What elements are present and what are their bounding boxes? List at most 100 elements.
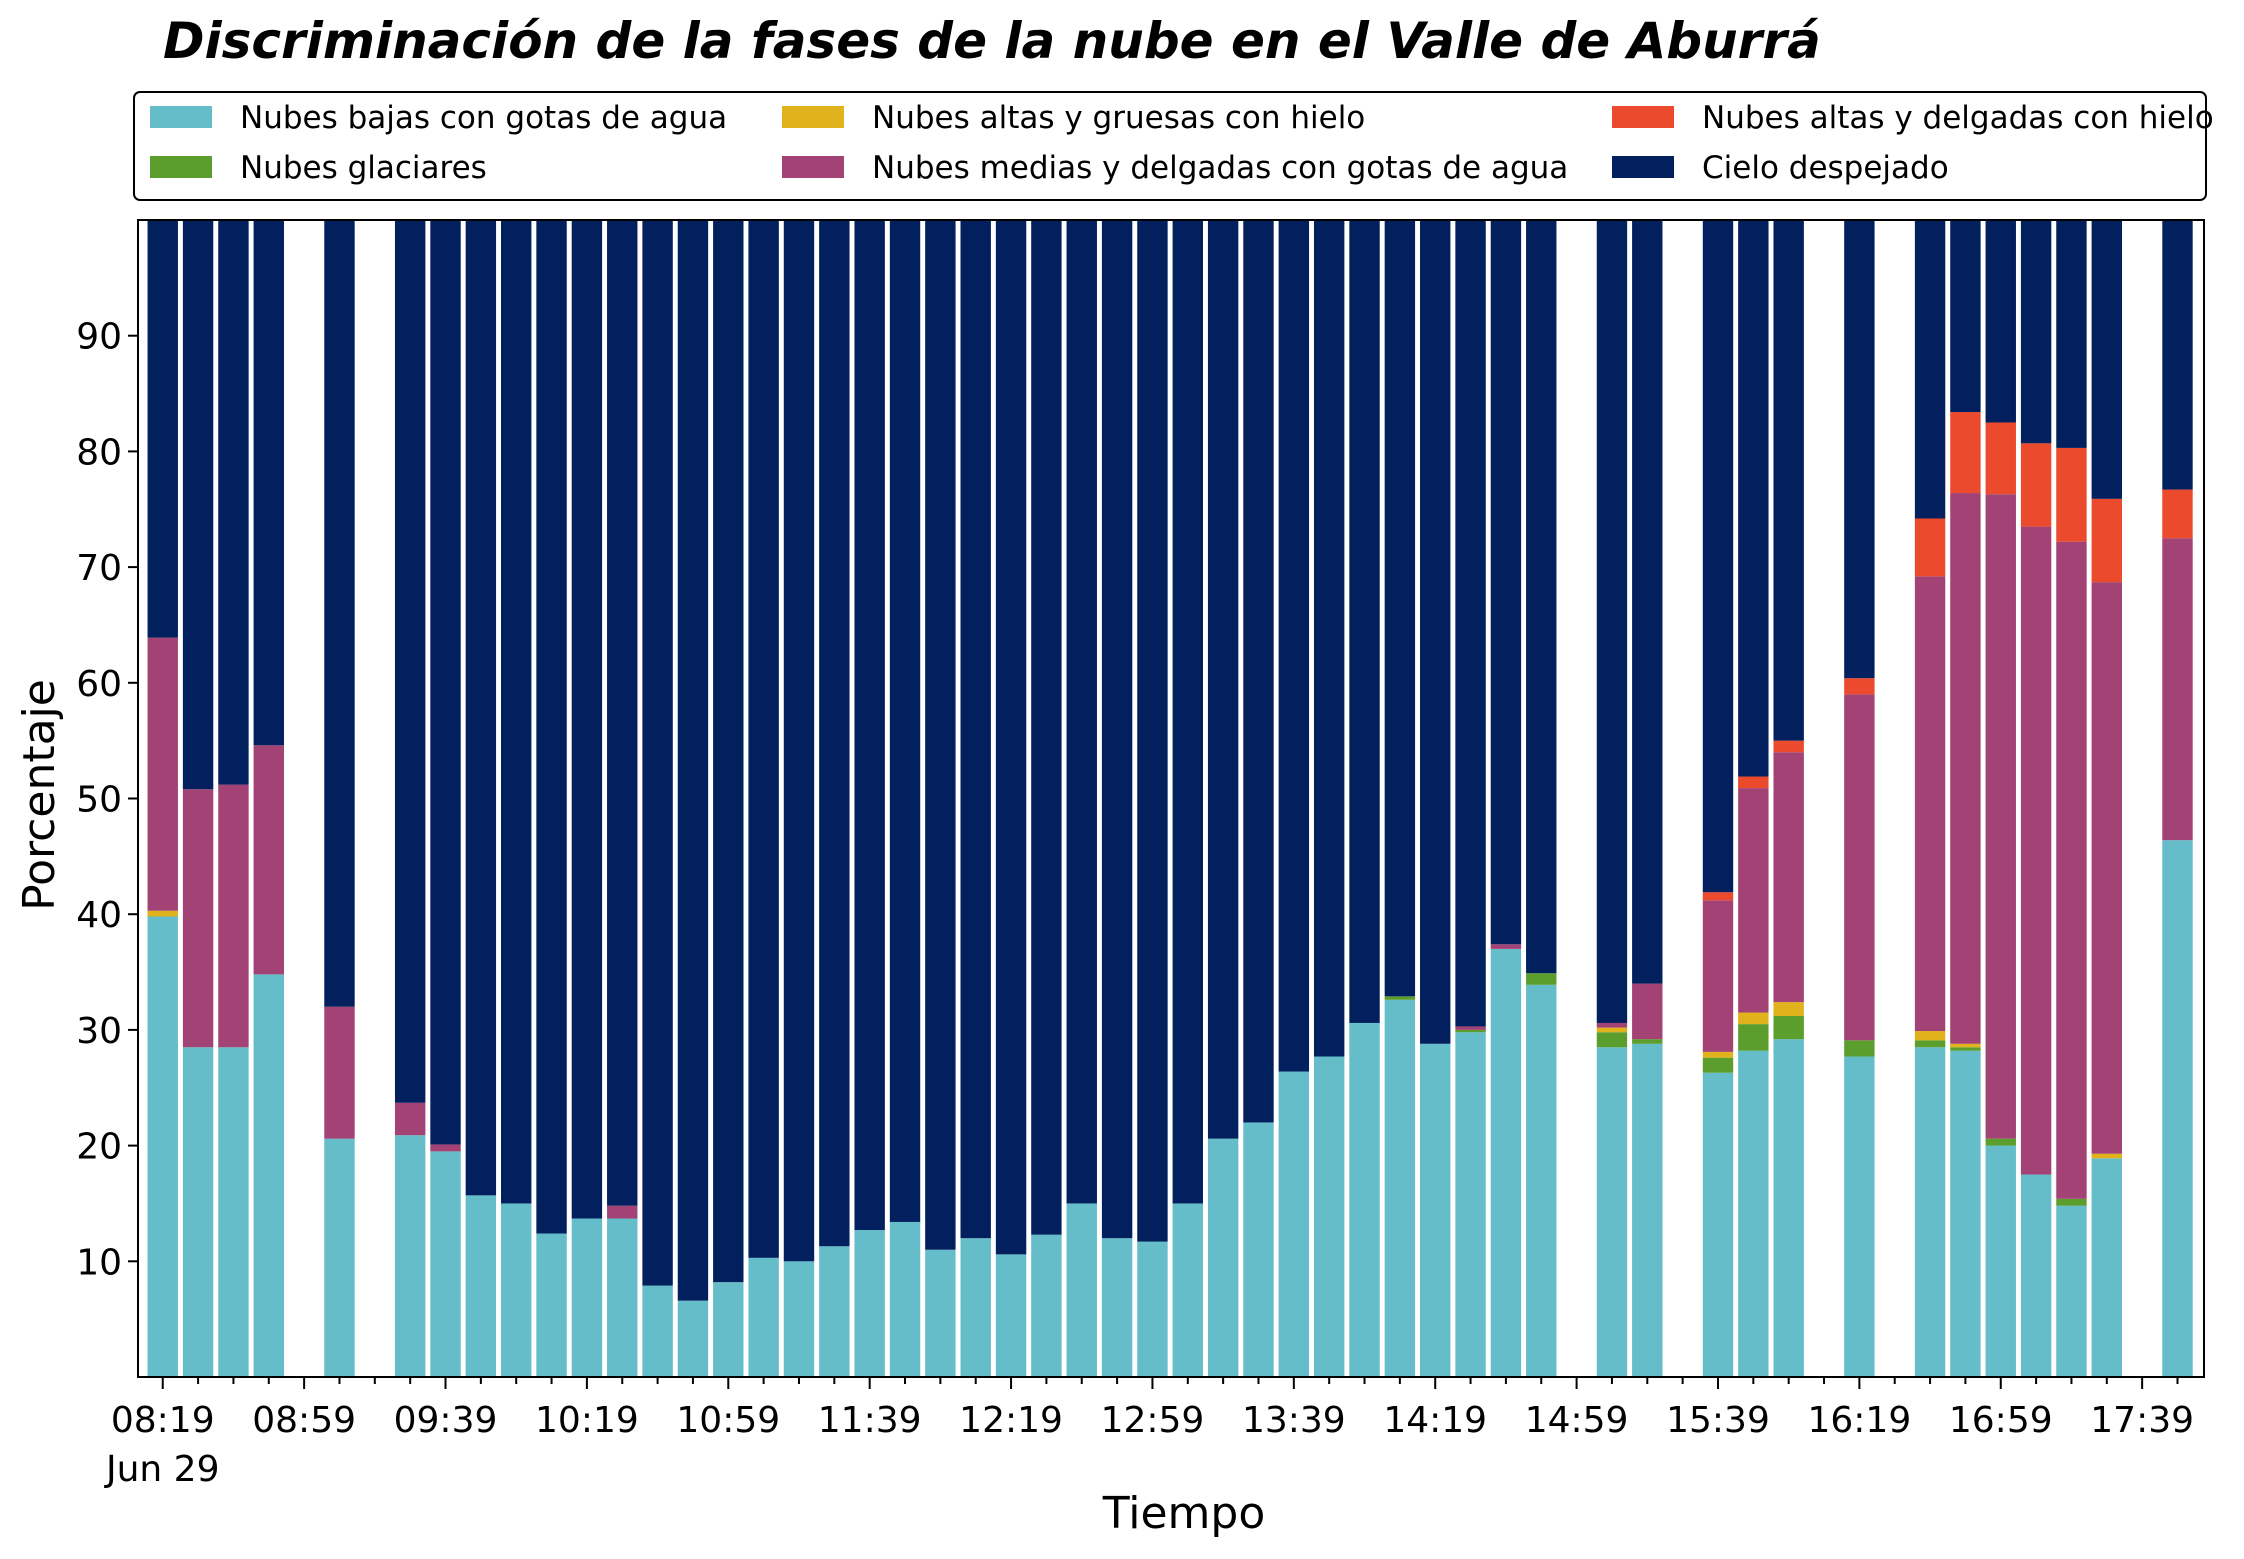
bar-segment-0-34 [1349,1022,1380,1377]
bar-segment-3-46 [1773,752,1804,1003]
bar-segment-1-42 [1632,1039,1663,1044]
bar-segment-3-13 [607,1205,638,1219]
bar-segment-0-26 [1066,1203,1097,1377]
y-tick-label: 80 [76,432,122,473]
x-tick-label: 12:59 [1101,1400,1205,1441]
bar-segment-3-3 [253,745,284,975]
bar-segment-0-41 [1596,1047,1628,1377]
legend-label: Nubes bajas con gotas de agua [240,100,727,136]
bar-segment-3-41 [1596,1022,1628,1028]
legend-label: Nubes altas y gruesas con hielo [872,100,1365,136]
bar-segment-0-21 [889,1221,921,1377]
bar-segment-0-19 [819,1246,850,1377]
bar-segment-0-22 [925,1249,956,1377]
bar-segment-1-44 [1702,1057,1734,1073]
bar-segment-5-51 [1950,220,1981,413]
bar-segment-0-3 [253,974,284,1377]
bar-segment-0-45 [1738,1050,1769,1377]
bar-segment-5-10 [501,220,532,1204]
bar-segment-5-16 [713,220,744,1283]
x-tick-label: 14:59 [1525,1400,1629,1441]
bar-segment-5-31 [1243,220,1274,1123]
bar-segment-3-57 [2162,538,2193,841]
bar-segment-5-45 [1738,220,1769,777]
bar-segment-5-54 [2056,220,2087,448]
bar-segment-3-38 [1490,944,1522,949]
bar-segment-4-48 [1844,678,1875,695]
bar-segment-0-46 [1773,1039,1804,1377]
y-tick-label: 30 [76,1011,122,1052]
bar-segment-5-22 [925,220,956,1250]
bar-segment-3-53 [2020,526,2052,1175]
bar-segment-5-5 [324,220,355,1007]
bar-segment-4-50 [1914,518,1946,577]
bar-segment-0-52 [1985,1145,2016,1377]
bar-segment-0-28 [1137,1241,1168,1377]
y-tick-label: 20 [76,1127,122,1168]
bar-segment-3-54 [2056,541,2087,1199]
y-tick-label: 10 [76,1242,122,1283]
bar-segment-0-1 [182,1047,214,1377]
bar-segment-3-50 [1914,576,1946,1032]
bar-segment-0-31 [1243,1122,1274,1377]
bar-segment-5-7 [394,220,426,1103]
bar-segment-1-54 [2056,1198,2087,1206]
bar-segment-3-7 [394,1102,426,1136]
bar-segment-0-0 [147,916,178,1377]
bar-segment-1-35 [1384,996,1416,1000]
bar-segment-0-16 [713,1282,744,1377]
bar-segment-5-13 [607,220,638,1206]
bar-segment-4-51 [1950,412,1981,494]
bar-segment-2-41 [1596,1027,1628,1033]
bar-segment-1-50 [1914,1040,1946,1048]
y-axis: 10 20 30 40 50 60 70 80 90 [76,317,138,1283]
bar-segment-5-53 [2020,220,2052,444]
bar-segment-5-55 [2091,220,2122,499]
bar-segment-5-11 [536,220,567,1234]
bar-segment-0-2 [218,1047,249,1377]
y-tick-label: 40 [76,895,122,936]
x-tick-label: 17:39 [2090,1400,2194,1441]
bar-segment-5-33 [1313,220,1345,1057]
bar-segment-5-14 [642,220,673,1286]
bar-segment-4-52 [1985,422,2016,495]
legend-label: Nubes glaciares [240,150,487,186]
bar-segment-0-55 [2091,1158,2122,1377]
x-tick-label: 12:19 [959,1400,1063,1441]
x-tick-label: 14:19 [1383,1400,1487,1441]
bar-segment-5-57 [2162,220,2193,490]
bar-segment-5-38 [1490,220,1522,945]
bar-segment-0-37 [1455,1032,1486,1377]
bar-segment-3-0 [147,637,178,911]
bar-segment-5-35 [1384,220,1416,997]
x-tick-date-label: Jun 29 [104,1449,220,1490]
legend-swatch [150,106,212,128]
bar-segment-1-39 [1526,973,1557,985]
x-tick-label: 16:19 [1807,1400,1911,1441]
legend-swatch [150,156,212,178]
bar-segment-5-39 [1526,220,1557,974]
bar-segment-5-20 [854,220,885,1231]
bar-segment-0-9 [465,1195,497,1377]
bar-segment-3-1 [182,789,214,1048]
bar-segment-1-41 [1596,1032,1628,1048]
bar-segment-3-44 [1702,900,1734,1052]
bar-segment-0-51 [1950,1050,1981,1377]
bar-segment-1-52 [1985,1138,2016,1146]
bar-segment-0-24 [995,1254,1027,1377]
bar-segment-0-30 [1207,1138,1239,1377]
bar-segment-3-52 [1985,494,2016,1139]
x-tick-label: 08:19 [111,1400,215,1441]
bar-segment-5-23 [960,220,991,1239]
bar-segment-5-2 [218,220,249,785]
x-tick-label: 16:59 [1949,1400,2053,1441]
bar-segment-0-35 [1384,999,1416,1377]
bar-segment-0-53 [2020,1174,2052,1377]
x-axis: 08:19 08:59 09:39 10:19 10:59 11:39 12:19 12:59… [104,1377,2194,1490]
bar-segment-2-46 [1773,1002,1804,1017]
bar-segment-0-10 [501,1203,532,1377]
bar-segment-5-36 [1420,220,1451,1044]
bar-segment-1-51 [1950,1047,1981,1051]
bar-segment-5-46 [1773,220,1804,741]
